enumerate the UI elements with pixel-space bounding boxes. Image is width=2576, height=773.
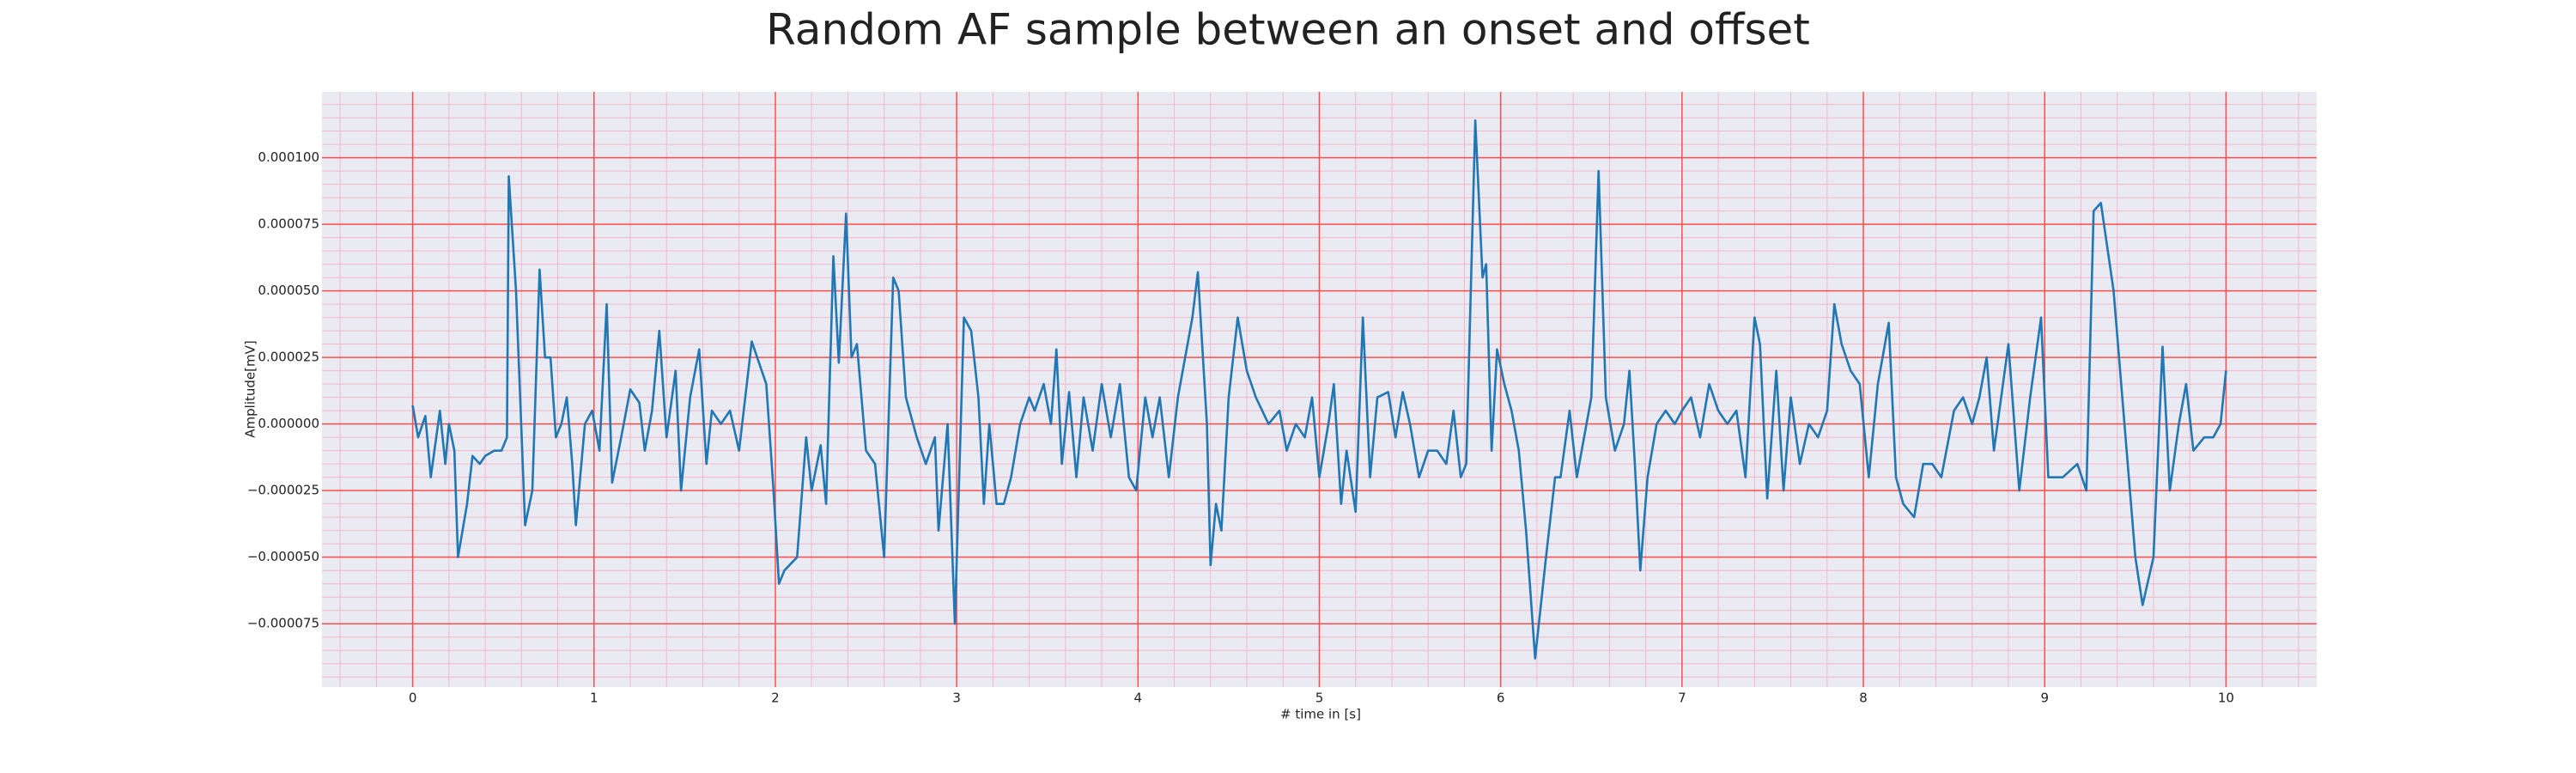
x-tick-label: 9 — [2040, 691, 2049, 706]
x-tick-label: 7 — [1678, 691, 1686, 706]
y-tick-label: −0.000025 — [247, 483, 319, 498]
y-tick-label: 0.000075 — [258, 216, 319, 232]
x-tick-label: 6 — [1497, 691, 1505, 706]
y-tick-label: −0.000050 — [247, 549, 319, 564]
x-tick-label: 8 — [1859, 691, 1868, 706]
x-tick-label: 0 — [409, 691, 417, 706]
x-tick-label: 10 — [2218, 691, 2234, 706]
x-axis-label: # time in [s] — [1280, 707, 1361, 722]
x-tick-label: 2 — [771, 691, 780, 706]
y-axis-label: Amplitude[mV] — [243, 340, 258, 437]
x-tick-label: 4 — [1134, 691, 1143, 706]
x-tick-label: 5 — [1315, 691, 1324, 706]
y-tick-label: 0.000025 — [258, 350, 319, 365]
x-tick-label: 1 — [590, 691, 598, 706]
y-tick-label: 0.000000 — [258, 416, 319, 431]
chart-title: Random AF sample between an onset and of… — [766, 5, 1810, 55]
y-tick-label: 0.000100 — [258, 149, 319, 165]
signal-line — [411, 119, 2227, 660]
y-tick-label: 0.000050 — [258, 283, 319, 298]
y-tick-label: −0.000075 — [247, 616, 319, 631]
x-tick-label: 3 — [952, 691, 961, 706]
